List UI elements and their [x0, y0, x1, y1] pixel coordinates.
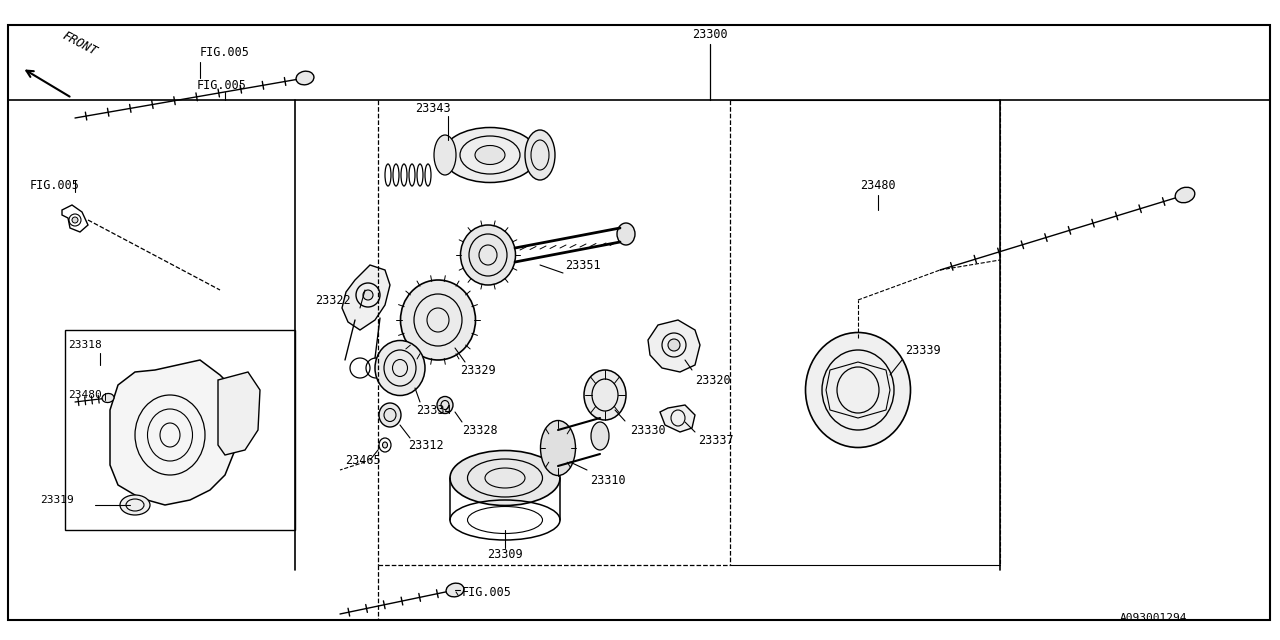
Text: 23300: 23300 [692, 28, 728, 40]
Polygon shape [218, 372, 260, 455]
Polygon shape [342, 265, 390, 330]
Ellipse shape [584, 370, 626, 420]
Text: 23339: 23339 [905, 344, 941, 356]
Ellipse shape [447, 583, 463, 597]
Ellipse shape [805, 333, 910, 447]
Ellipse shape [617, 223, 635, 245]
Text: 23328: 23328 [462, 424, 498, 436]
Ellipse shape [401, 280, 475, 360]
Text: FIG.005: FIG.005 [197, 79, 247, 92]
Text: 23329: 23329 [460, 364, 495, 376]
Text: 23320: 23320 [695, 374, 731, 387]
Polygon shape [660, 405, 695, 432]
Ellipse shape [102, 394, 114, 403]
Circle shape [364, 290, 372, 300]
Text: 23318: 23318 [68, 340, 101, 350]
Text: FIG.005: FIG.005 [29, 179, 79, 191]
Ellipse shape [383, 442, 388, 448]
Ellipse shape [451, 451, 561, 506]
Ellipse shape [591, 422, 609, 450]
Ellipse shape [525, 130, 556, 180]
Text: 23334: 23334 [416, 403, 452, 417]
Text: 23310: 23310 [590, 474, 626, 486]
Ellipse shape [379, 403, 401, 427]
Text: 23480: 23480 [860, 179, 896, 191]
Ellipse shape [434, 135, 456, 175]
Polygon shape [648, 320, 700, 372]
Text: 23343: 23343 [415, 102, 451, 115]
Text: 23319: 23319 [40, 495, 74, 505]
Text: FIG.005: FIG.005 [462, 586, 512, 598]
Text: 23322: 23322 [315, 294, 351, 307]
Text: 23330: 23330 [630, 424, 666, 436]
Polygon shape [110, 360, 236, 505]
Ellipse shape [461, 225, 516, 285]
Circle shape [668, 339, 680, 351]
Text: FRONT: FRONT [60, 29, 100, 58]
Ellipse shape [436, 397, 453, 413]
Text: 23351: 23351 [564, 259, 600, 271]
Ellipse shape [120, 495, 150, 515]
Ellipse shape [443, 127, 538, 182]
Text: 23312: 23312 [408, 438, 444, 451]
Ellipse shape [296, 71, 314, 85]
Ellipse shape [1175, 188, 1194, 203]
Text: 23337: 23337 [698, 433, 733, 447]
Ellipse shape [475, 145, 506, 164]
Text: 23309: 23309 [488, 548, 522, 561]
Ellipse shape [540, 420, 576, 476]
Text: A093001294: A093001294 [1120, 613, 1188, 623]
Text: 23480: 23480 [68, 390, 101, 400]
Text: FIG.005: FIG.005 [200, 45, 250, 58]
Ellipse shape [375, 340, 425, 396]
Bar [65, 330, 294, 530]
Text: 23465: 23465 [346, 454, 380, 467]
Circle shape [72, 217, 78, 223]
